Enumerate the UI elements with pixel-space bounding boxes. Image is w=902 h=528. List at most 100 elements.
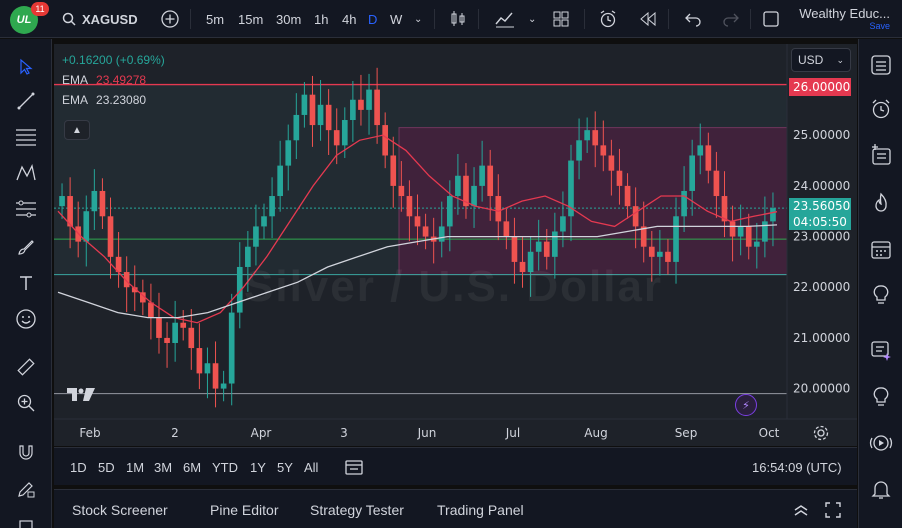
account-menu[interactable]: Wealthy Educ... Save — [799, 6, 890, 31]
bell-icon — [871, 481, 891, 499]
range-1d[interactable]: 1D — [70, 459, 87, 475]
indicators-button[interactable] — [494, 0, 516, 38]
tab-trading-panel[interactable]: Trading Panel — [437, 501, 524, 518]
candle-body — [495, 196, 502, 222]
range-3m[interactable]: 3M — [154, 459, 173, 475]
replay-button[interactable] — [638, 0, 658, 38]
tab-stock-screener[interactable]: Stock Screener — [72, 501, 168, 518]
hide-drawings-tool[interactable] — [14, 511, 38, 528]
interval-d[interactable]: D — [368, 11, 378, 27]
interval-1h[interactable]: 1h — [314, 11, 329, 27]
ema-fast-value: 23.49278 — [96, 73, 147, 87]
ruler-icon — [17, 358, 35, 376]
calendar-button[interactable] — [869, 237, 893, 261]
ema-slow-value: 23.23080 — [96, 93, 147, 107]
emoji-tool[interactable] — [14, 307, 38, 331]
right-sidebar — [858, 39, 902, 528]
timeframe-range-bar: 1D 5D 1M 3M 6M YTD 1Y 5Y All 16:54:09 (UTC) — [54, 447, 857, 485]
square-icon — [763, 11, 779, 27]
lock-drawings-tool[interactable] — [14, 477, 38, 501]
symbol-search[interactable]: XAGUSD — [62, 0, 138, 38]
candle-body — [309, 94, 316, 126]
ideas-button[interactable] — [869, 283, 893, 307]
range-all[interactable]: All — [304, 459, 319, 475]
watchlist-button[interactable] — [869, 53, 893, 77]
tradingview-logo[interactable] — [66, 386, 96, 407]
collapse-panel-button[interactable] — [792, 490, 810, 528]
compare-symbol-button[interactable] — [160, 0, 180, 38]
zoom-tool[interactable] — [14, 391, 38, 415]
range-5d[interactable]: 5D — [98, 459, 115, 475]
alert-button[interactable] — [598, 0, 618, 38]
candle-body — [616, 170, 623, 186]
fib-tool[interactable] — [14, 125, 38, 149]
chart-type-button[interactable] — [448, 0, 468, 38]
brush-tool[interactable] — [14, 235, 38, 259]
hotlists-button[interactable] — [869, 191, 893, 215]
price-change: +0.16200 (+0.69%) — [62, 53, 165, 67]
redo-button[interactable] — [722, 0, 740, 38]
candle-body — [358, 99, 364, 110]
range-1m[interactable]: 1M — [126, 459, 145, 475]
fullscreen-layout-button[interactable] — [762, 0, 780, 38]
candle-body — [245, 246, 251, 267]
save-status[interactable]: Save — [869, 21, 890, 31]
indicators-dropdown[interactable]: ⌄ — [528, 0, 536, 38]
candle-body — [608, 155, 615, 171]
top-toolbar: UL 11 XAGUSD 5m 15m 30m 1h 4h D W ⌄ ⌄ Wealthy … — [0, 0, 902, 38]
undo-button[interactable] — [684, 0, 702, 38]
range-5y[interactable]: 5Y — [277, 459, 293, 475]
interval-4h[interactable]: 4h — [342, 11, 357, 27]
candle-body — [148, 302, 154, 318]
candle-body — [83, 211, 90, 242]
alerts-button[interactable] — [869, 97, 893, 121]
layouts-button[interactable] — [552, 0, 570, 38]
maximize-panel-button[interactable] — [824, 490, 842, 528]
candle-body — [422, 226, 429, 237]
range-1y[interactable]: 1Y — [250, 459, 266, 475]
ema-legend-fast[interactable]: EMA 23.49278 — [62, 73, 147, 87]
price-chart[interactable]: 25.00000 24.00000 23.00000 22.00000 21.00000… — [54, 44, 857, 446]
tab-strategy-tester[interactable]: Strategy Tester — [310, 501, 404, 518]
candle-body — [560, 216, 566, 232]
support-button[interactable] — [869, 385, 893, 409]
symbol-watermark: Silver / U.S. Dollar — [244, 262, 664, 311]
interval-5m[interactable]: 5m — [206, 11, 225, 27]
ema-legend-slow[interactable]: EMA 23.23080 — [62, 93, 147, 107]
streams-button[interactable] — [869, 431, 893, 455]
prediction-tool[interactable] — [14, 197, 38, 221]
trendline-tool[interactable] — [14, 89, 38, 113]
interval-w[interactable]: W — [390, 11, 403, 27]
cursor-icon — [20, 58, 33, 75]
tab-pine-editor[interactable]: Pine Editor — [210, 501, 279, 518]
candle-body — [527, 251, 534, 273]
notifications-button[interactable] — [869, 477, 893, 501]
chart-settings-button[interactable] — [812, 424, 830, 442]
candle-body — [753, 241, 760, 247]
range-ytd[interactable]: YTD — [212, 459, 238, 475]
goto-date-button[interactable] — [344, 448, 364, 486]
price-tick-label: 20.00000 — [793, 382, 850, 396]
measure-tool[interactable] — [14, 355, 38, 379]
time-tick-label: Feb — [79, 426, 100, 440]
candle-body — [180, 322, 187, 328]
chart-pane[interactable]: 25.00000 24.00000 23.00000 22.00000 21.00000… — [54, 44, 857, 446]
legend-collapse-button[interactable]: ▲ — [64, 120, 90, 140]
flash-icon[interactable]: ⚡ — [735, 394, 757, 416]
currency-selector[interactable]: USD ⌄ — [791, 48, 851, 72]
grid-icon — [553, 11, 569, 27]
clock-display[interactable]: 16:54:09 (UTC) — [752, 459, 842, 475]
cursor-tool[interactable] — [14, 55, 38, 79]
interval-15m[interactable]: 15m — [238, 11, 264, 27]
interval-dropdown[interactable]: ⌄ — [414, 0, 422, 38]
interval-30m[interactable]: 30m — [276, 11, 302, 27]
range-6m[interactable]: 6M — [183, 459, 202, 475]
text-tool[interactable] — [14, 271, 38, 295]
candle-body — [657, 251, 663, 257]
notes-button[interactable] — [869, 339, 893, 363]
candle-body — [592, 130, 599, 146]
pattern-tool[interactable] — [14, 161, 38, 185]
data-window-button[interactable] — [869, 143, 893, 167]
magnet-tool[interactable] — [14, 441, 38, 465]
broadcast-icon — [869, 435, 893, 451]
